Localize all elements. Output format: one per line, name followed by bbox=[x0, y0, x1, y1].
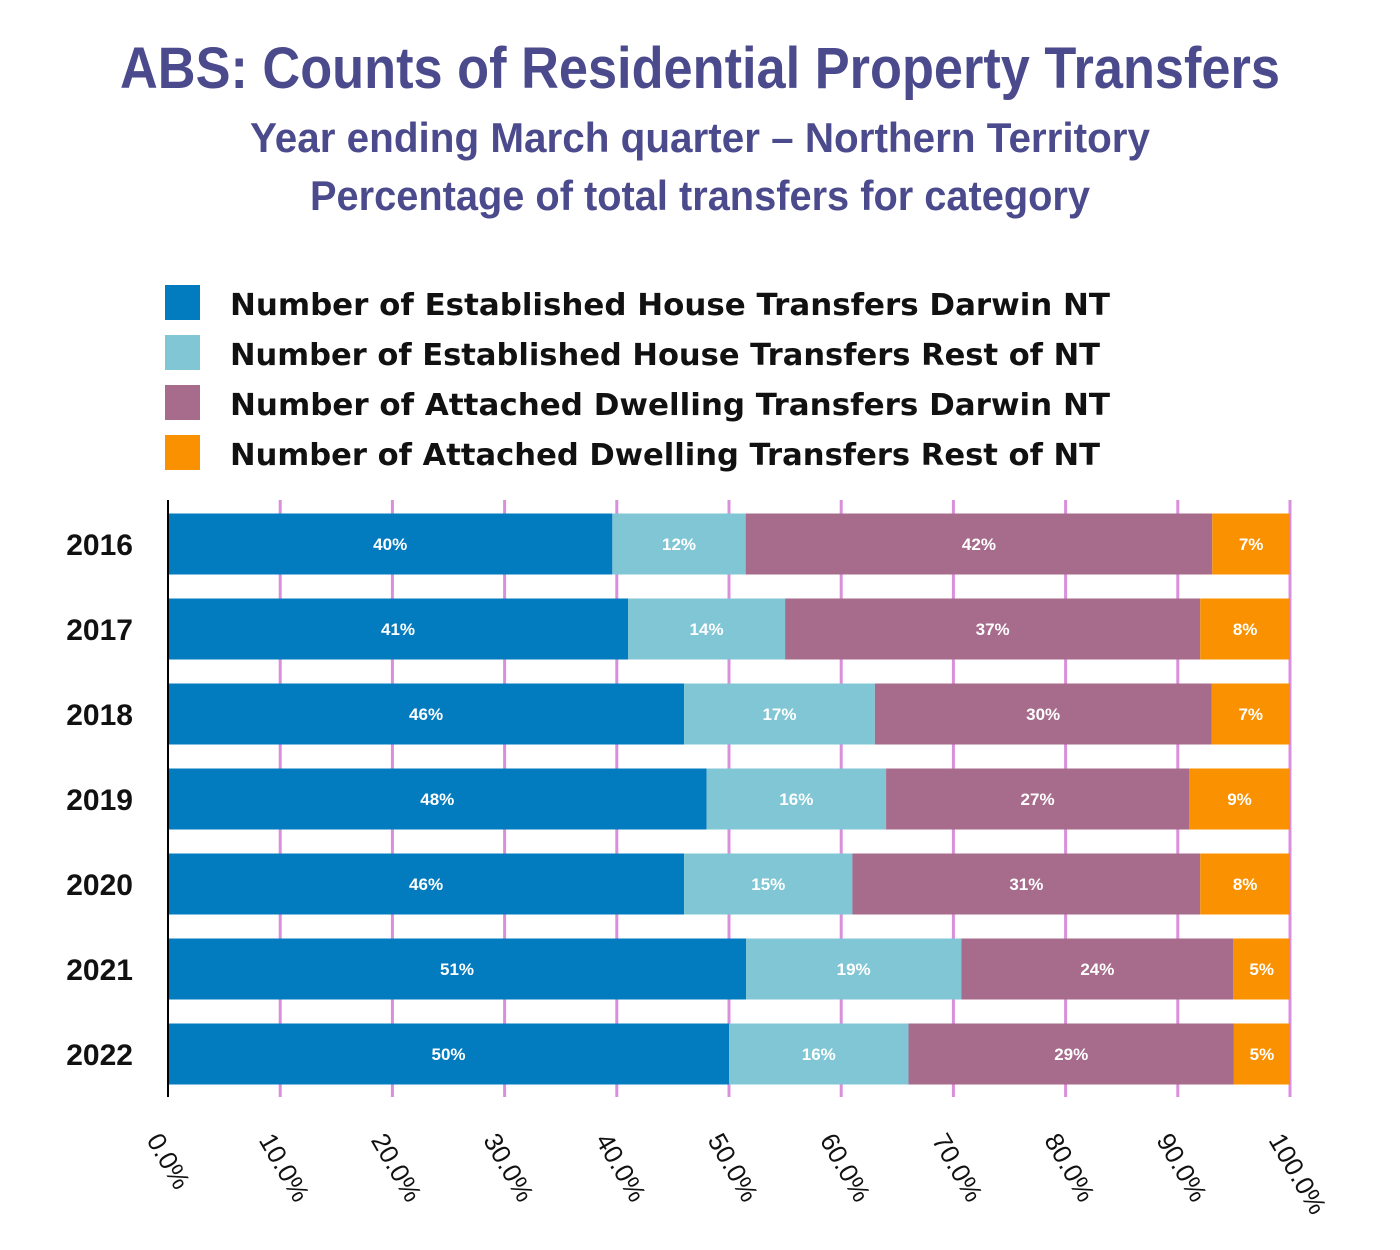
bar-segment bbox=[612, 513, 746, 575]
data-label: 14% bbox=[690, 620, 724, 639]
y-tick-label: 2019 bbox=[66, 784, 133, 817]
bar-segment bbox=[684, 853, 853, 915]
bar-segment bbox=[168, 1023, 729, 1085]
legend-swatch bbox=[165, 385, 200, 420]
data-label: 8% bbox=[1233, 875, 1258, 894]
data-label: 16% bbox=[779, 790, 813, 809]
data-label: 9% bbox=[1227, 790, 1252, 809]
legend-label: Number of Attached Dwelling Transfers Da… bbox=[230, 388, 1111, 423]
x-tick-label: 70.0% bbox=[926, 1128, 989, 1207]
x-tick-label: 90.0% bbox=[1151, 1128, 1214, 1207]
bar-segment bbox=[729, 1023, 909, 1085]
legend-swatch bbox=[165, 335, 200, 370]
legend-label: Number of Attached Dwelling Transfers Re… bbox=[230, 438, 1101, 473]
data-label: 16% bbox=[802, 1045, 836, 1064]
bar-segment bbox=[1200, 853, 1290, 915]
data-label: 5% bbox=[1250, 1045, 1275, 1064]
x-tick-label: 80.0% bbox=[1038, 1128, 1101, 1207]
bar-segment bbox=[1211, 683, 1290, 745]
bar-segment bbox=[706, 768, 887, 830]
x-tick-label: 60.0% bbox=[814, 1128, 877, 1207]
data-label: 31% bbox=[1009, 875, 1043, 894]
bar-segment bbox=[168, 938, 746, 1000]
data-label: 12% bbox=[662, 535, 696, 554]
bars: 40% 12% 42% 7% 41% 14% 37% 8% 46% 17% 30% 7% 48% 16% 2… bbox=[168, 513, 1290, 1085]
bar-segment bbox=[1200, 598, 1290, 660]
data-label: 29% bbox=[1054, 1045, 1088, 1064]
legend: Number of Established House Transfers Da… bbox=[165, 285, 1111, 473]
bar-segment bbox=[785, 598, 1201, 660]
data-label: 15% bbox=[751, 875, 785, 894]
x-tick-label: 20.0% bbox=[365, 1128, 428, 1207]
x-tick-label: 30.0% bbox=[477, 1128, 540, 1207]
data-label: 19% bbox=[837, 960, 871, 979]
bar-segment bbox=[1233, 938, 1290, 1000]
data-label: 37% bbox=[976, 620, 1010, 639]
data-label: 48% bbox=[420, 790, 454, 809]
bar-segment bbox=[1189, 768, 1290, 830]
data-label: 40% bbox=[373, 535, 407, 554]
data-label: 46% bbox=[409, 705, 443, 724]
data-label: 27% bbox=[1021, 790, 1055, 809]
bar-segment bbox=[1233, 1023, 1290, 1085]
y-tick-label: 2021 bbox=[66, 954, 133, 987]
data-label: 50% bbox=[431, 1045, 465, 1064]
y-tick-label: 2017 bbox=[66, 614, 133, 647]
bar-segment bbox=[746, 938, 962, 1000]
data-label: 7% bbox=[1238, 705, 1263, 724]
bar-segment bbox=[961, 938, 1234, 1000]
bar-segment bbox=[628, 598, 786, 660]
x-tick-label: 50.0% bbox=[702, 1128, 765, 1207]
chart-subtitle-2: Percentage of total transfers for catego… bbox=[310, 172, 1091, 219]
data-label: 7% bbox=[1239, 535, 1264, 554]
data-label: 46% bbox=[409, 875, 443, 894]
legend-label: Number of Established House Transfers Re… bbox=[230, 338, 1101, 373]
data-label: 30% bbox=[1026, 705, 1060, 724]
x-tick-label: 0.0% bbox=[141, 1128, 197, 1194]
bar-segment bbox=[168, 683, 685, 745]
y-tick-label: 2016 bbox=[66, 529, 133, 562]
bar-segment bbox=[168, 598, 629, 660]
bar-segment bbox=[874, 683, 1212, 745]
bar-segment bbox=[168, 768, 707, 830]
data-label: 51% bbox=[440, 960, 474, 979]
bar-segment bbox=[1212, 513, 1290, 575]
data-label: 41% bbox=[381, 620, 415, 639]
bar-segment bbox=[852, 853, 1201, 915]
y-tick-label: 2018 bbox=[66, 699, 133, 732]
bar-segment bbox=[168, 853, 685, 915]
chart-title: ABS: Counts of Residential Property Tran… bbox=[120, 36, 1280, 101]
bar-segment bbox=[886, 768, 1190, 830]
y-tick-label: 2020 bbox=[66, 869, 133, 902]
x-tick-label: 100.0% bbox=[1263, 1128, 1333, 1219]
data-label: 17% bbox=[762, 705, 796, 724]
bar-segment bbox=[908, 1023, 1234, 1085]
bar-segment bbox=[168, 513, 613, 575]
x-axis-labels: 0.0% 10.0% 20.0% 30.0% 40.0% 50.0% 60.0% 70.0% 8… bbox=[141, 1128, 1333, 1219]
bar-segment bbox=[684, 683, 875, 745]
y-tick-label: 2022 bbox=[66, 1039, 133, 1072]
chart-subtitle-1: Year ending March quarter – Northern Ter… bbox=[250, 114, 1151, 161]
legend-label: Number of Established House Transfers Da… bbox=[230, 288, 1111, 323]
y-axis-labels: 2016 2017 2018 2019 2020 2021 2022 bbox=[66, 529, 133, 1072]
bar-segment bbox=[745, 513, 1213, 575]
x-tick-label: 10.0% bbox=[253, 1128, 316, 1207]
data-label: 42% bbox=[962, 535, 996, 554]
data-label: 8% bbox=[1233, 620, 1258, 639]
legend-swatch bbox=[165, 435, 200, 470]
legend-swatch bbox=[165, 285, 200, 320]
x-tick-label: 40.0% bbox=[590, 1128, 653, 1207]
data-label: 5% bbox=[1249, 960, 1274, 979]
data-label: 24% bbox=[1080, 960, 1114, 979]
